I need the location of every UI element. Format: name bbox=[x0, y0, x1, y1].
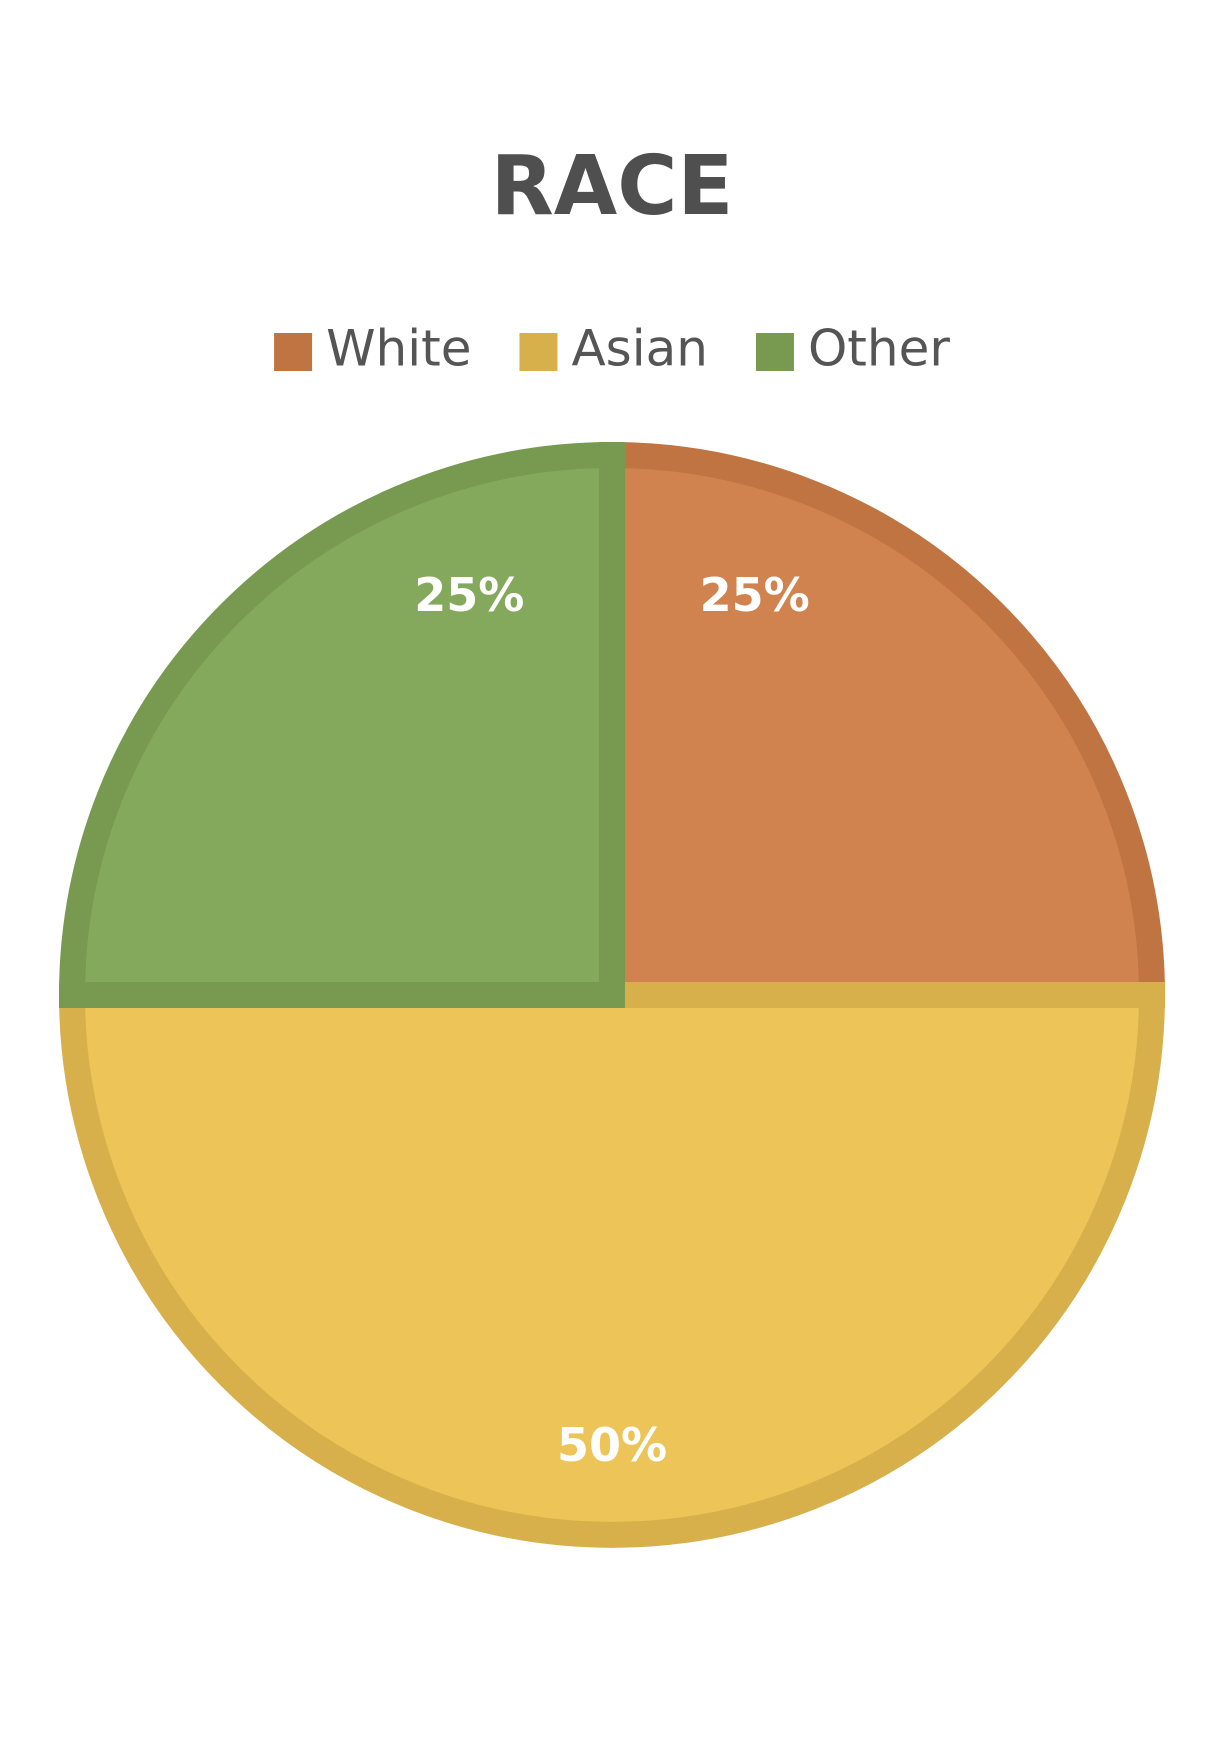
legend-item-white: White bbox=[274, 320, 471, 378]
chart-title: RACE bbox=[491, 139, 734, 234]
data-label-asian: 50% bbox=[557, 1418, 667, 1472]
pie-slice-white bbox=[599, 441, 1166, 1008]
legend-item-asian: Asian bbox=[519, 320, 708, 378]
data-label-white: 25% bbox=[700, 568, 810, 622]
pie-slices bbox=[58, 441, 1166, 1548]
pie-slice-asian bbox=[58, 982, 1166, 1548]
legend-label-asian: Asian bbox=[571, 320, 707, 378]
pie-slice-other bbox=[58, 441, 625, 1008]
data-label-other: 25% bbox=[414, 568, 524, 622]
legend-label-white: White bbox=[326, 320, 471, 378]
legend-swatch-other bbox=[755, 333, 794, 371]
legend-swatch-white bbox=[274, 333, 313, 371]
legend-item-other: Other bbox=[755, 320, 950, 378]
legend-swatch-asian bbox=[519, 333, 558, 371]
legend-label-other: Other bbox=[808, 320, 950, 378]
slice-labels: 25% 50% 25% bbox=[414, 568, 809, 1472]
legend: White Asian Other bbox=[274, 320, 950, 378]
